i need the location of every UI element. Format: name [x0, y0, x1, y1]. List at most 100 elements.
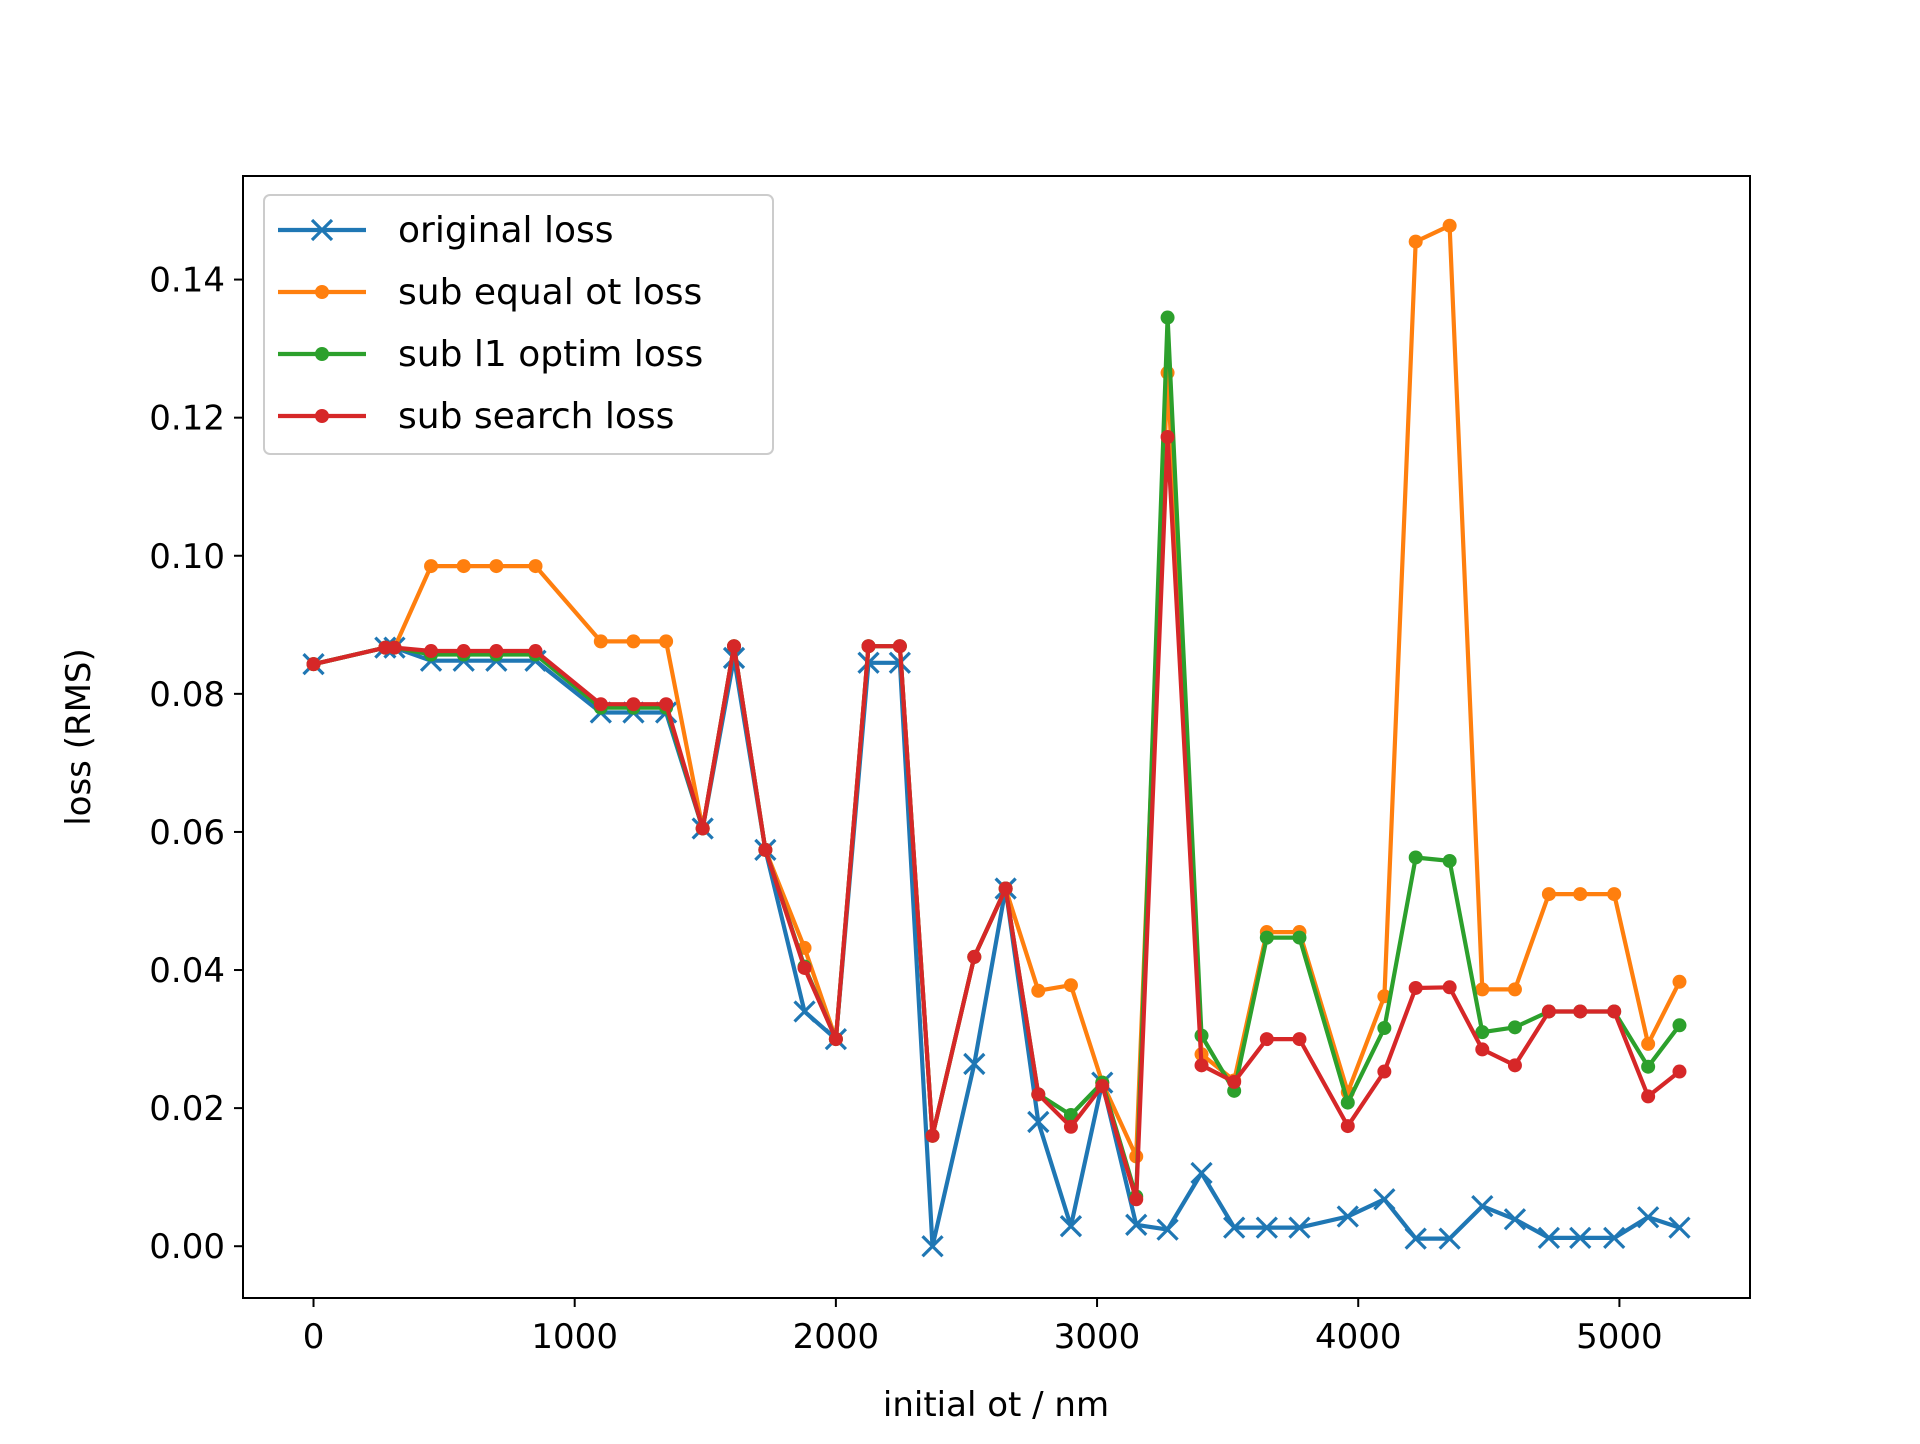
x-tick-label: 1000 [531, 1317, 618, 1357]
data-point [1259, 1032, 1274, 1047]
data-point [489, 559, 504, 574]
data-point [1377, 1021, 1392, 1036]
data-point [1541, 887, 1556, 902]
data-point [1438, 1227, 1461, 1250]
data-point [1573, 1004, 1588, 1019]
data-point [1259, 930, 1274, 945]
data-point [758, 842, 773, 857]
data-point [1336, 1205, 1359, 1228]
data-point [1442, 218, 1457, 233]
data-point [998, 881, 1013, 896]
data-point [1125, 1213, 1148, 1236]
data-point [626, 697, 641, 712]
data-point [1503, 1208, 1527, 1231]
data-point [793, 1000, 816, 1023]
data-point [1672, 1018, 1687, 1033]
legend-item: sub search loss [278, 396, 674, 437]
data-point [528, 644, 543, 659]
data-point [1573, 887, 1588, 902]
y-axis-label: loss (RMS) [59, 648, 99, 826]
legend: original loss sub equal ot loss sub l1 opt… [263, 194, 774, 455]
data-point [967, 949, 982, 964]
data-point [1288, 1216, 1311, 1239]
legend-box [263, 194, 774, 455]
data-point [1442, 853, 1457, 868]
legend-item: original loss [278, 210, 614, 251]
data-point [1471, 1195, 1494, 1218]
x-tick-label: 3000 [1054, 1317, 1141, 1357]
data-point [659, 697, 674, 712]
series-line-sub-equal-ot-loss [313, 223, 1682, 1159]
data-point [1641, 1089, 1656, 1104]
data-point [1340, 1119, 1355, 1134]
plot-area [302, 218, 1691, 1258]
y-tick-label: 0.14 [149, 261, 225, 301]
series-sub-search-loss [306, 429, 1687, 1207]
y-tick-label: 0.12 [149, 399, 225, 439]
data-point [1507, 1020, 1522, 1035]
data-point [593, 697, 608, 712]
data-point [1223, 1216, 1246, 1239]
y-tick-label: 0.06 [149, 813, 225, 853]
data-point [1672, 974, 1687, 989]
data-point [1442, 980, 1457, 995]
data-point [1063, 1108, 1078, 1123]
legend-label: sub search loss [398, 396, 674, 437]
data-point [797, 960, 812, 975]
data-point [1641, 1059, 1656, 1074]
data-point [1129, 1192, 1144, 1207]
data-point [1607, 887, 1622, 902]
data-point [1603, 1226, 1626, 1250]
data-point [1227, 1074, 1242, 1089]
data-point [387, 640, 402, 655]
x-tick-label: 4000 [1315, 1317, 1402, 1357]
legend-item: sub equal ot loss [278, 272, 702, 313]
legend-item: sub l1 optim loss [278, 334, 703, 375]
data-point [1541, 1004, 1556, 1019]
data-point [456, 559, 471, 574]
data-point [626, 634, 641, 649]
data-point [1095, 1079, 1110, 1094]
data-point [861, 639, 876, 654]
data-point [593, 634, 608, 649]
data-point [1373, 1188, 1396, 1211]
data-point [1031, 1087, 1046, 1102]
data-point [1156, 1218, 1179, 1241]
axes-frame [242, 175, 1751, 1299]
legend-marker [315, 285, 329, 299]
axis-ticks: 0 1000 2000 3000 4000 5000 0.00 0.02 0.04 0.06 0.0… [149, 261, 1662, 1357]
series-line-original-loss [313, 645, 1681, 1249]
legend-label: sub l1 optim loss [398, 334, 703, 375]
data-point [1059, 1215, 1083, 1238]
data-point [1255, 1216, 1278, 1239]
data-point [695, 821, 710, 836]
data-point [921, 1235, 944, 1258]
y-tick-label: 0.02 [149, 1089, 225, 1129]
data-point [1569, 1226, 1592, 1250]
data-point [1408, 980, 1423, 995]
data-point [1377, 1064, 1392, 1079]
legend-label: original loss [398, 210, 614, 251]
data-point [1475, 1042, 1490, 1057]
data-point [727, 639, 742, 654]
y-tick-label: 0.04 [149, 951, 225, 991]
data-point [963, 1052, 986, 1076]
data-point [1292, 1032, 1307, 1047]
data-point [1408, 850, 1423, 865]
data-point [1340, 1095, 1355, 1110]
data-point [1063, 978, 1078, 993]
data-point [1404, 1227, 1427, 1250]
data-point [1408, 234, 1423, 249]
data-point [1607, 1004, 1622, 1019]
data-point [892, 639, 907, 654]
data-point [456, 644, 471, 659]
data-point [659, 634, 674, 649]
data-point [1292, 930, 1307, 945]
legend-marker [310, 218, 334, 242]
data-point [1668, 1216, 1691, 1239]
x-tick-label: 0 [303, 1317, 325, 1357]
data-point [1160, 429, 1175, 444]
data-point [306, 657, 321, 672]
data-point [1190, 1161, 1213, 1185]
data-point [1537, 1226, 1561, 1250]
